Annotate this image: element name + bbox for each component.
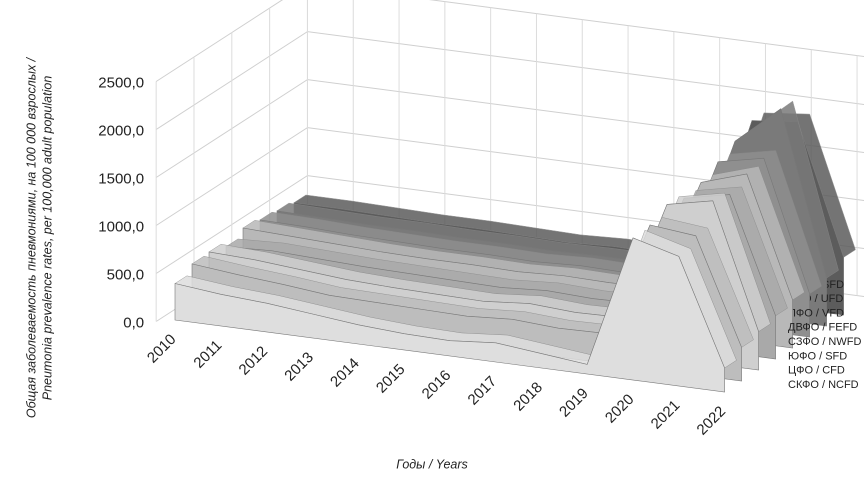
x-axis-title: Годы / Years: [396, 457, 468, 471]
legend-label: ЮФО / SFD: [788, 350, 847, 362]
x-tick-label: 2014: [327, 355, 363, 391]
y-tick-label: 500,0: [107, 266, 145, 283]
legend-label: СКФО / NCFD: [788, 379, 859, 391]
x-tick-label: 2013: [281, 349, 317, 385]
y-tick-label: 0,0: [123, 314, 144, 331]
grid-line: [155, 0, 864, 82]
x-tick-label: 2011: [190, 337, 225, 372]
y-tick-label: 2000,0: [98, 122, 144, 139]
area: [174, 237, 725, 393]
x-tick-label: 2018: [510, 379, 546, 415]
y-tick-label: 2500,0: [98, 74, 144, 91]
x-tick-label: 2017: [465, 373, 501, 409]
legend-label: ДВФО / FEFD: [788, 322, 857, 334]
x-tick-label: 2020: [602, 391, 638, 427]
y-axis-title: Pneumonia prevalence rates, per 100,000 …: [40, 76, 54, 401]
x-tick-label: 2016: [419, 367, 455, 403]
legend-label: СЗФО / NWFD: [788, 336, 861, 348]
y-tick-label: 1000,0: [98, 218, 144, 235]
x-tick-label: 2012: [236, 343, 272, 379]
grid-line: [155, 31, 864, 130]
x-tick-label: 2015: [373, 361, 409, 397]
x-tick-label: 2010: [144, 331, 180, 367]
x-tick-label: 2022: [694, 403, 730, 439]
x-tick-label: 2021: [648, 397, 684, 433]
x-tick-label: 2019: [556, 385, 592, 421]
legend-label: ПФО / VFD: [788, 307, 844, 319]
y-axis-title: Общая заболеваемость пневмониями, на 100…: [24, 56, 38, 418]
legend-label: ЦФО / CFD: [788, 365, 845, 377]
y-tick-label: 1500,0: [98, 170, 144, 187]
